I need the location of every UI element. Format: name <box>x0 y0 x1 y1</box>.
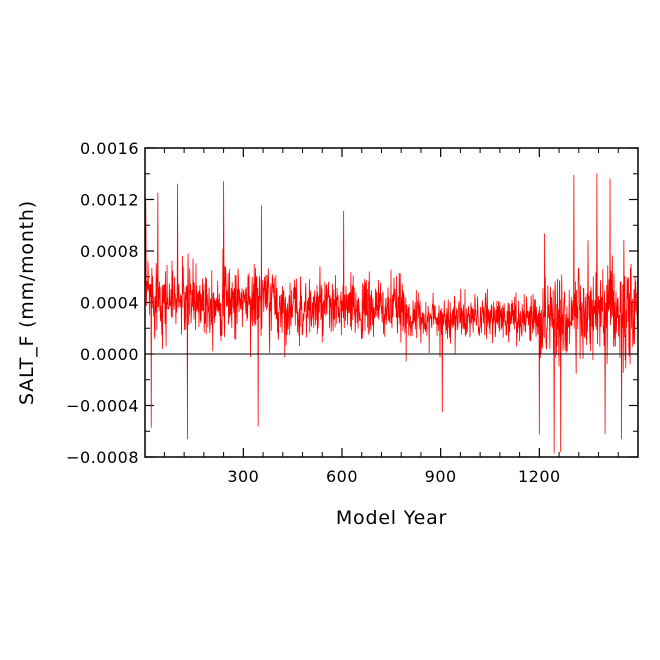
x-axis-title: Model Year <box>336 507 447 529</box>
y-tick-label: 0.0012 <box>80 191 139 210</box>
x-tick-label: 1200 <box>518 467 561 486</box>
y-tick-label: 0.0016 <box>80 139 139 158</box>
x-tick-label: 300 <box>227 467 259 486</box>
plot-frame <box>144 147 639 458</box>
y-tick-label: −0.0008 <box>66 448 139 467</box>
x-tick-label: 600 <box>326 467 358 486</box>
tick-labels-layer: −0.0008 −0.0004 0.0000 0.0004 0.0008 0.0012 0.… <box>66 139 561 486</box>
y-tick-label: 0.0000 <box>80 345 139 364</box>
y-tick-label: −0.0004 <box>66 397 139 416</box>
y-axis-title: SALT_F (mm/month) <box>16 200 38 405</box>
y-tick-label: 0.0004 <box>80 294 139 313</box>
series-line-salt-f <box>144 173 639 454</box>
y-tick-label: 0.0008 <box>80 242 139 261</box>
x-tick-label: 900 <box>425 467 457 486</box>
